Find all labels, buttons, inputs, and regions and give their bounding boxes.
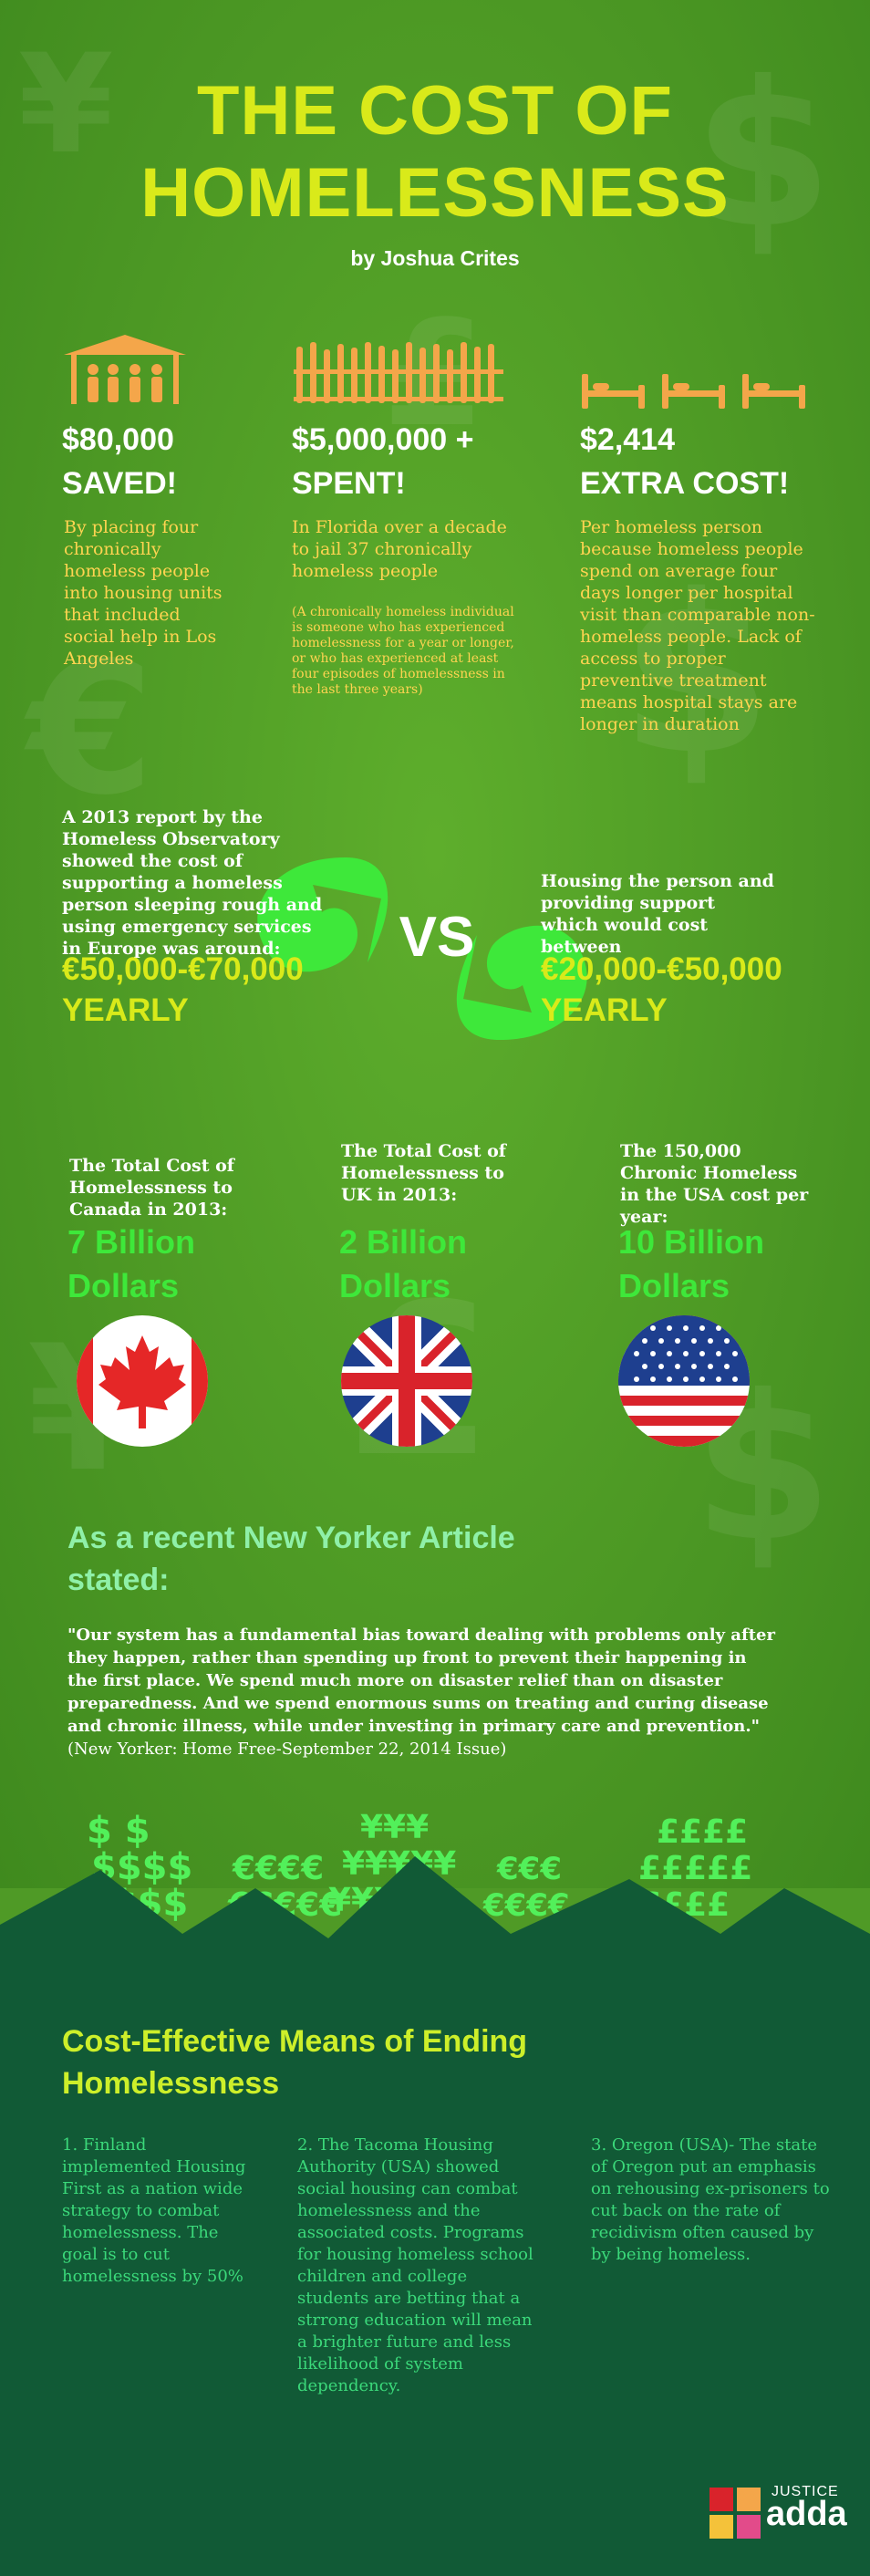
comparison-left-text: A 2013 report by the Homeless Observator… <box>62 807 323 959</box>
canada-cost-amount-2: Dollars <box>67 1267 180 1304</box>
comparison-right-text: Housing the person and providing support… <box>541 871 774 957</box>
uk-cost-amount-2: Dollars <box>339 1267 451 1304</box>
comparison-left-period: YEARLY <box>62 992 189 1028</box>
usa-cost-amount-2: Dollars <box>618 1267 730 1304</box>
stat-2-note: (A chronically homeless individual is so… <box>292 605 514 697</box>
stat-3-amount: $2,414 <box>580 422 675 457</box>
currency-watermark-icon: $ <box>693 38 834 272</box>
means-heading: Cost-Effective Means of Ending Homelessn… <box>62 2024 528 2101</box>
byline: by Joshua Crites <box>350 246 520 270</box>
stat-3-label: EXTRA COST! <box>580 466 790 501</box>
quote-source: (New Yorker: Home Free-September 22, 201… <box>67 1740 507 1759</box>
jail-bars-icon <box>294 342 503 403</box>
logo-line-1: JUSTICE <box>772 2484 839 2499</box>
canada-cost-amount-1: 7 Billion <box>67 1223 196 1261</box>
top-section: ¥ $ € $ £ ¥ $ £ <box>0 0 870 1888</box>
stat-3-body: Per homeless person because homeless peo… <box>580 517 815 734</box>
justice-adda-logo: JUSTICE adda <box>709 2484 855 2548</box>
swirl-arrows-icon <box>257 857 587 1040</box>
comparison-left-amount: €50,000-€70,000 <box>62 951 304 987</box>
svg-text:£££££: £££££ <box>638 1850 752 1887</box>
quote-heading: As a recent New Yorker Article stated: <box>67 1521 515 1597</box>
svg-text:££££: ££££ <box>657 1813 748 1851</box>
currency-watermark-icon: $ <box>620 547 772 803</box>
vs-label: VS <box>399 906 475 969</box>
uk-flag-icon <box>341 1315 472 1447</box>
canada-flag-icon <box>77 1315 208 1447</box>
usa-flag-icon <box>618 1315 750 1447</box>
stat-1-body: By placing four chronically homeless peo… <box>64 517 223 669</box>
stat-1-label: SAVED! <box>62 466 177 501</box>
stat-2-label: SPENT! <box>292 466 406 501</box>
canada-cost-label: The Total Cost of Homelessness to Canada… <box>69 1156 234 1220</box>
quote-block: "Our system has a fundamental bias towar… <box>67 1624 779 1761</box>
svg-text:€€€€: €€€€ <box>232 1850 324 1887</box>
means-item-finland: 1. Finland implemented Housing First as … <box>62 2135 246 2286</box>
logo-mosaic-icon <box>709 2488 761 2539</box>
means-item-oregon: 3. Oregon (USA)- The state of Oregon put… <box>591 2135 830 2264</box>
stat-1-amount: $80,000 <box>62 422 174 457</box>
svg-text:€€€: €€€ <box>496 1851 562 1887</box>
logo-line-2: adda <box>766 2495 847 2533</box>
uk-cost-label: The Total Cost of Homelessness to UK in … <box>341 1141 506 1205</box>
usa-cost-amount-1: 10 Billion <box>618 1223 765 1261</box>
svg-text:¥¥¥: ¥¥¥ <box>360 1809 429 1846</box>
title-line-2: HOMELESSNESS <box>140 154 730 232</box>
currency-watermark-icon: ¥ <box>18 26 114 184</box>
usa-cost-label: The 150,000 Chronic Homeless in the USA … <box>620 1141 809 1227</box>
quote-text: "Our system has a fundamental bias towar… <box>67 1626 775 1736</box>
hospital-beds-icon <box>582 374 805 409</box>
shelter-people-icon <box>64 335 186 404</box>
currency-watermark-icon: € <box>27 623 155 836</box>
uk-cost-amount-1: 2 Billion <box>339 1223 468 1261</box>
stat-2-amount: $5,000,000 + <box>292 422 474 457</box>
comparison-right-amount: €20,000-€50,000 <box>541 951 782 987</box>
svg-text:$ $: $ $ <box>87 1810 150 1852</box>
title-line-1: THE COST OF <box>197 72 673 150</box>
means-item-tacoma: 2. The Tacoma Housing Authority (USA) sh… <box>297 2135 533 2395</box>
comparison-right-period: YEARLY <box>541 992 668 1028</box>
bottom-section <box>0 1998 870 2576</box>
stat-2-body: In Florida over a decade to jail 37 chro… <box>292 517 507 581</box>
